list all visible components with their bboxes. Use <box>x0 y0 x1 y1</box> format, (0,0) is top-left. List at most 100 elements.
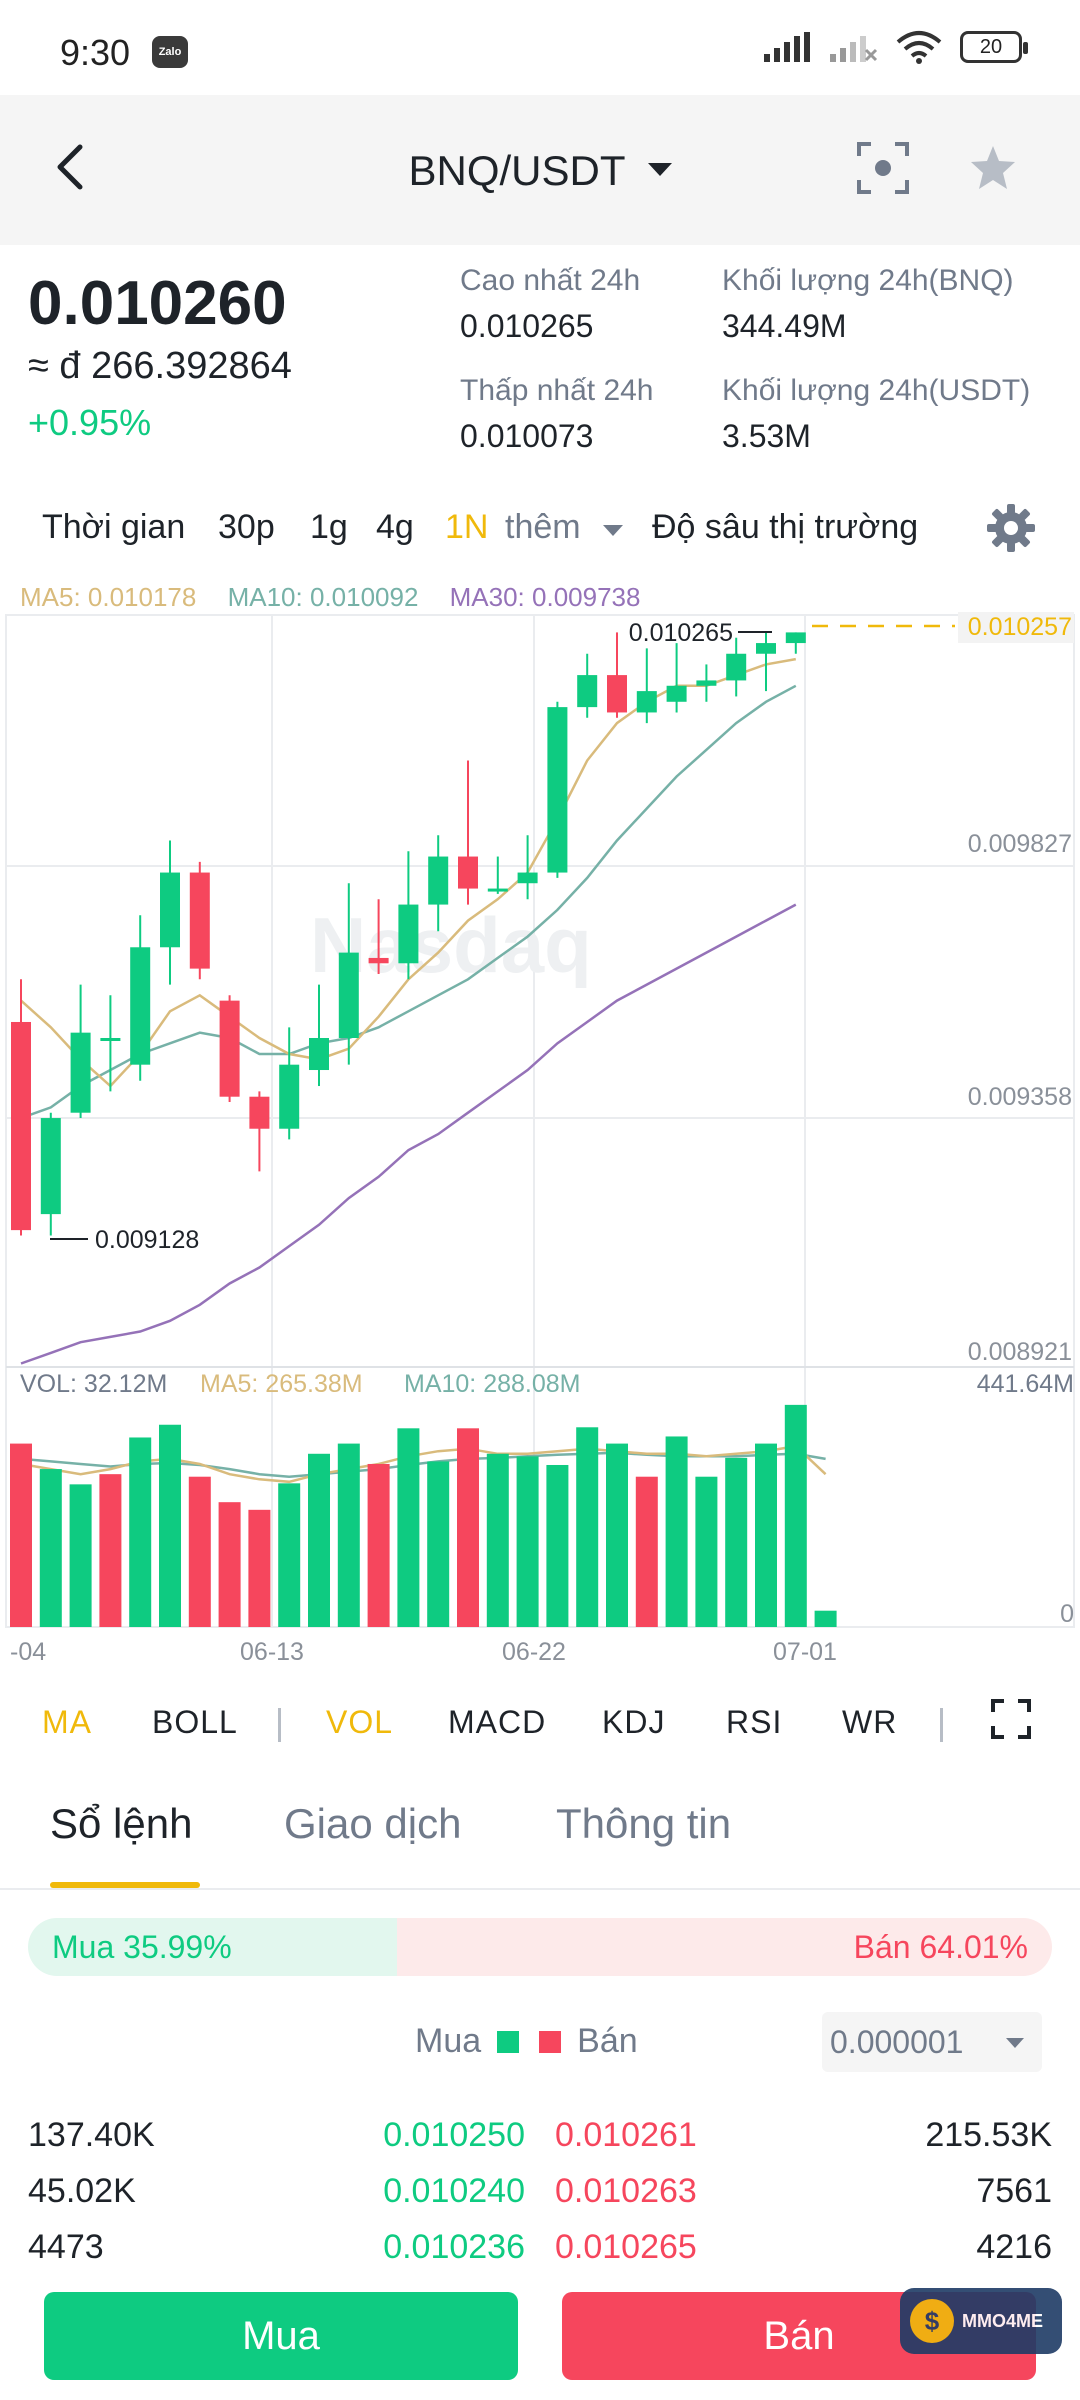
tab-info[interactable]: Thông tin <box>556 1800 732 1847</box>
indicator-rsi[interactable]: RSI <box>726 1704 783 1740</box>
volume-bar <box>10 1443 32 1627</box>
more-chevron-icon <box>603 525 623 536</box>
volume-bar <box>397 1428 420 1627</box>
candle <box>100 1037 121 1041</box>
orderbook-row[interactable]: 4473 0.010236 0.010265 4216 <box>0 2220 1080 2276</box>
ask-price: 0.010261 <box>555 2116 697 2154</box>
divider <box>940 1708 943 1742</box>
bid-quantity: 137.40K <box>28 2116 155 2154</box>
tab-trades[interactable]: Giao dịch <box>284 1800 462 1847</box>
price-axis-label: 0.009827 <box>968 830 1072 858</box>
volume-bar <box>784 1404 807 1627</box>
volume-bar <box>218 1502 241 1627</box>
vol-legend: VOL: 32.12M <box>20 1370 167 1398</box>
watermark-name: MMO4ME <box>962 2310 1043 2331</box>
back-arrow-icon[interactable] <box>42 137 102 197</box>
buy-button[interactable]: Mua <box>44 2292 518 2380</box>
volume-bar <box>278 1483 301 1627</box>
fullscreen-icon[interactable] <box>990 1698 1032 1740</box>
volume-bar <box>695 1476 718 1627</box>
timeframe-more[interactable]: thêm <box>505 508 581 546</box>
candle <box>547 707 568 873</box>
status-icons: 20 <box>764 30 1028 64</box>
ask-quantity: 4216 <box>976 2228 1052 2266</box>
candle <box>368 957 389 964</box>
gear-icon[interactable] <box>985 502 1037 554</box>
current-price-tag <box>958 612 1074 643</box>
ma30-legend: MA30: 0.009738 <box>449 582 641 612</box>
precision-select[interactable]: 0.000001 <box>822 2012 1042 2072</box>
vol-axis-max: 441.64M <box>977 1370 1074 1398</box>
divider <box>278 1708 281 1742</box>
indicator-vol[interactable]: VOL <box>326 1704 394 1740</box>
stat-low-value: 0.010073 <box>460 418 594 454</box>
tab-order-book[interactable]: Sổ lệnh <box>50 1800 193 1847</box>
indicator-boll[interactable]: BOLL <box>152 1704 238 1740</box>
timeframe-30p[interactable]: 30p <box>218 508 275 546</box>
orderbook-legend[interactable]: Mua Bán <box>415 2022 638 2061</box>
indicator-ma[interactable]: MA <box>42 1704 92 1740</box>
candle <box>309 1037 329 1071</box>
kline-chart[interactable]: Nasdaq 0.0098270.0093580.0089210.0102570… <box>0 612 1080 1662</box>
price-vnd: ≈ đ 266.392864 <box>28 345 292 387</box>
zalo-notification-icon: Zalo <box>152 36 188 68</box>
wifi-icon <box>896 31 942 64</box>
buy-square-icon <box>497 2030 520 2053</box>
candle <box>219 1000 240 1097</box>
favorite-star-icon[interactable] <box>965 140 1021 196</box>
volume-bar <box>635 1476 658 1627</box>
x-axis-label: 06-22 <box>502 1638 566 1662</box>
legend-sell-label: Bán <box>577 2022 638 2060</box>
candle <box>756 643 776 654</box>
candle <box>487 888 508 892</box>
volume-bar <box>814 1610 837 1627</box>
stat-low-label: Thấp nhất 24h <box>460 374 654 407</box>
volume-bar <box>576 1427 599 1627</box>
volume-bar <box>427 1461 450 1627</box>
watermark-logo: $ MMO4ME <box>900 2288 1062 2354</box>
timeframe-1n[interactable]: 1N <box>445 508 489 546</box>
active-tab-indicator <box>50 1882 200 1888</box>
status-bar: 9:30 Zalo 20 <box>0 0 1080 95</box>
stat-vol-bnq-label: Khối lượng 24h(BNQ) <box>722 264 1014 297</box>
stat-vol-bnq-value: 344.49M <box>722 308 847 344</box>
status-time: 9:30 <box>60 32 131 73</box>
ma5-legend: MA5: 0.010178 <box>20 582 197 612</box>
ask-price: 0.010263 <box>555 2172 697 2210</box>
pair-selector[interactable]: BNQ/USDT <box>0 147 1080 195</box>
x-axis-label: -04 <box>10 1638 46 1662</box>
timeframe-4g[interactable]: 4g <box>376 508 414 546</box>
header: BNQ/USDT <box>0 95 1080 245</box>
x-axis-label: 06-13 <box>240 1638 304 1662</box>
volume-bar <box>69 1484 92 1627</box>
vol-ma10-legend: MA10: 288.08M <box>404 1370 581 1398</box>
orderbook-row[interactable]: 137.40K 0.010250 0.010261 215.53K <box>0 2108 1080 2164</box>
chart-frame <box>5 614 1075 1628</box>
price-change: +0.95% <box>28 402 152 443</box>
bid-quantity: 4473 <box>28 2228 104 2266</box>
chevron-down-icon <box>1006 2038 1024 2048</box>
stat-high-value: 0.010265 <box>460 308 594 344</box>
candle <box>40 1118 61 1215</box>
chevron-down-icon <box>647 163 672 177</box>
screenshot-icon[interactable] <box>855 140 911 196</box>
orderbook-row[interactable]: 45.02K 0.010240 0.010263 7561 <box>0 2164 1080 2220</box>
book-tabs: Sổ lệnh Giao dịch Thông tin <box>0 1790 1080 1890</box>
market-depth-tab[interactable]: Độ sâu thị trường <box>652 508 919 546</box>
sell-ratio: Bán 64.01% <box>396 1918 1052 1976</box>
candle <box>160 872 180 948</box>
volume-bar <box>308 1453 330 1627</box>
indicator-wr[interactable]: WR <box>842 1704 898 1740</box>
timeframe-bar: Thời gian 30p 1g 4g 1N thêm Độ sâu thị t… <box>0 500 1080 560</box>
ask-quantity: 7561 <box>976 2172 1052 2210</box>
candle <box>189 872 210 969</box>
candle <box>11 1021 31 1231</box>
vol-axis-zero: 0 <box>1060 1600 1074 1628</box>
timeframe-1g[interactable]: 1g <box>310 508 348 546</box>
indicator-kdj[interactable]: KDJ <box>602 1704 666 1740</box>
candle <box>607 675 627 713</box>
volume-bar <box>546 1464 569 1627</box>
indicator-macd[interactable]: MACD <box>448 1704 547 1740</box>
signal-2-icon <box>830 36 878 62</box>
ask-price: 0.010265 <box>555 2228 697 2266</box>
